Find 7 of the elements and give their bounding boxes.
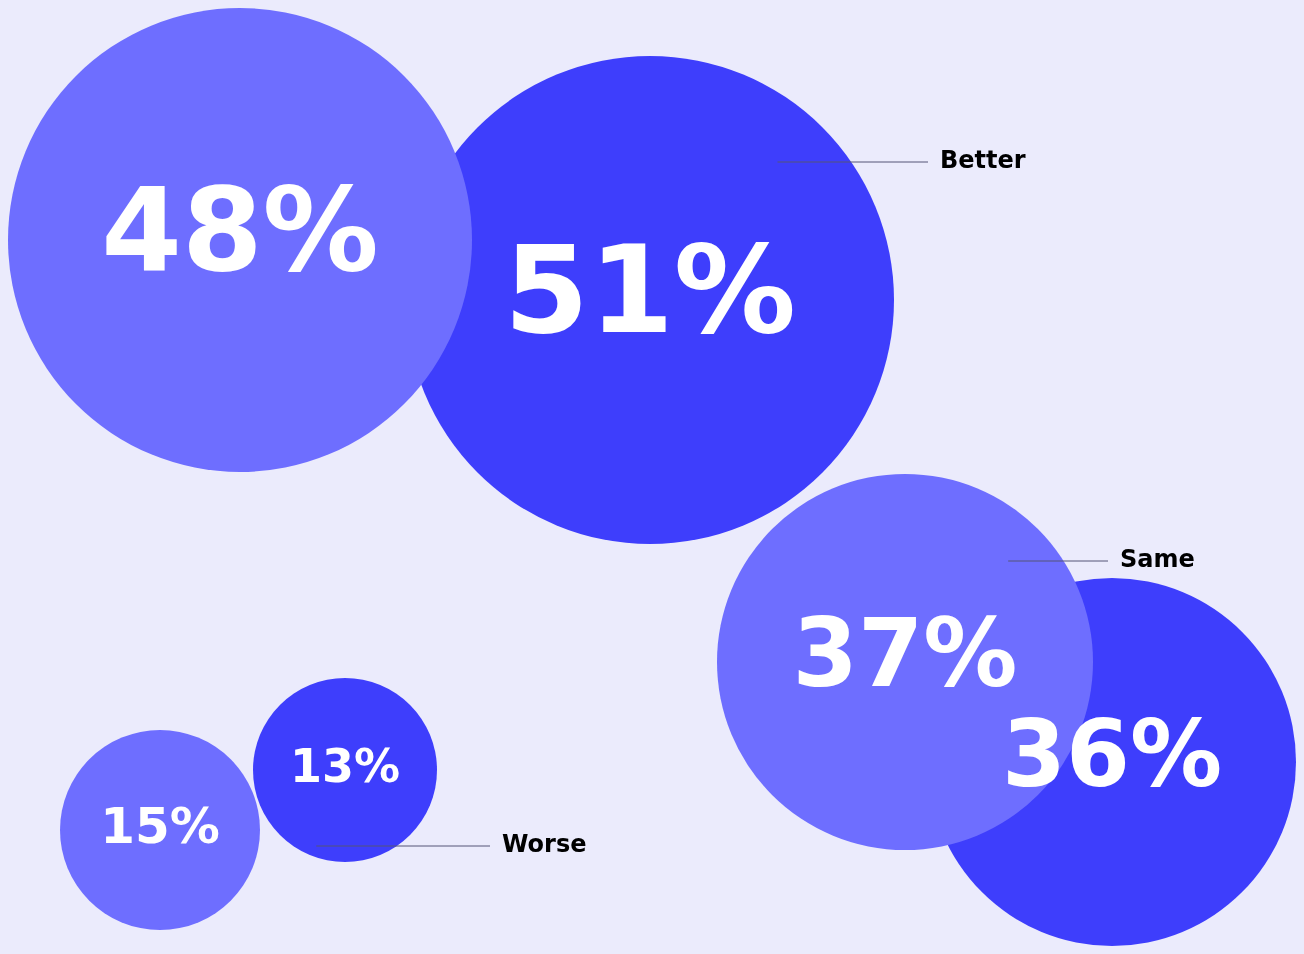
data-label: 51% [503,218,797,361]
category-label: Same [1120,545,1195,574]
data-label: 15% [100,796,220,855]
category-label: Worse [502,830,587,859]
data-label: 13% [289,738,401,793]
category-label: Better [940,146,1026,175]
data-label: 48% [101,162,379,298]
